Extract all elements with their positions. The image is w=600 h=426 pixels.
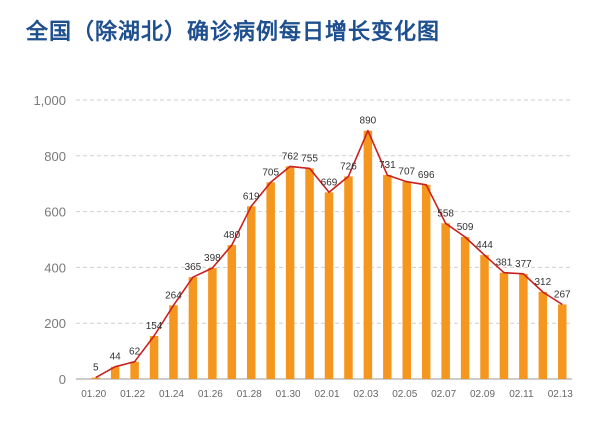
y-tick-label: 600 xyxy=(44,205,66,220)
data-label: 312 xyxy=(534,277,551,288)
gridlines xyxy=(76,99,572,380)
x-tick-label: 02.11 xyxy=(509,389,534,400)
data-label: 381 xyxy=(496,258,513,269)
bar xyxy=(149,336,159,379)
bar xyxy=(305,168,314,379)
x-tick-label: 01.28 xyxy=(237,389,262,400)
bar xyxy=(558,304,567,379)
bar xyxy=(188,277,198,379)
data-label: 264 xyxy=(165,290,182,301)
bar xyxy=(402,181,412,379)
series-line xyxy=(95,129,563,379)
chart-title: 全国（除湖北）确诊病例每日增长变化图 xyxy=(26,20,441,45)
data-label: 480 xyxy=(223,230,240,241)
data-label: 444 xyxy=(476,240,493,251)
data-label: 696 xyxy=(418,170,435,181)
bar xyxy=(169,305,178,379)
data-label: 890 xyxy=(360,116,377,127)
x-tick-label: 01.30 xyxy=(276,389,301,400)
x-tick-label: 02.01 xyxy=(314,389,339,400)
bar xyxy=(130,361,139,379)
data-label: 377 xyxy=(515,259,532,270)
data-label: 267 xyxy=(554,290,571,301)
bar xyxy=(246,206,256,379)
x-tick-label: 02.07 xyxy=(431,389,456,400)
x-tick-label: 01.22 xyxy=(120,389,145,400)
y-tick-label: 400 xyxy=(44,260,66,275)
bar xyxy=(324,192,334,379)
bars xyxy=(91,130,567,379)
bar xyxy=(344,176,353,379)
x-tick-label: 01.20 xyxy=(81,389,106,400)
bar xyxy=(460,236,470,379)
data-label: 365 xyxy=(185,262,202,273)
data-label: 755 xyxy=(301,153,318,164)
data-label: 669 xyxy=(321,177,338,188)
bar xyxy=(110,366,120,379)
bar xyxy=(227,245,237,379)
data-label: 154 xyxy=(146,321,163,332)
y-tick-label: 200 xyxy=(44,316,66,331)
bar xyxy=(363,130,373,379)
data-label: 726 xyxy=(340,161,357,172)
y-axis-ticks: 0 200 400 600 800 1,000 xyxy=(33,93,66,387)
bar xyxy=(441,223,450,379)
data-label: 762 xyxy=(282,151,299,162)
data-label: 62 xyxy=(129,347,141,358)
x-tick-label: 02.13 xyxy=(548,389,573,400)
data-label: 707 xyxy=(398,167,415,178)
data-label: 731 xyxy=(379,160,396,171)
y-tick-label: 1,000 xyxy=(33,93,66,108)
bar xyxy=(208,267,217,379)
bar xyxy=(285,166,295,379)
data-label: 509 xyxy=(457,222,474,233)
y-tick-label: 800 xyxy=(44,149,66,164)
data-label: 558 xyxy=(437,208,454,219)
data-label: 5 xyxy=(93,363,99,374)
x-tick-label: 02.03 xyxy=(353,389,378,400)
data-label: 398 xyxy=(204,253,221,264)
data-label: 619 xyxy=(243,191,260,202)
bar xyxy=(499,272,509,379)
bar xyxy=(266,182,275,379)
y-tick-label: 0 xyxy=(59,372,66,387)
x-tick-label: 02.05 xyxy=(392,389,417,400)
x-tick-label: 01.26 xyxy=(198,389,223,400)
bar xyxy=(538,291,548,379)
x-tick-label: 02.09 xyxy=(470,389,495,400)
bar xyxy=(421,184,431,379)
data-label: 44 xyxy=(110,352,122,363)
trend-line xyxy=(95,129,563,379)
bar xyxy=(91,377,100,379)
data-label: 705 xyxy=(262,167,279,178)
bar xyxy=(383,175,392,379)
bar xyxy=(519,273,528,379)
x-tick-label: 01.24 xyxy=(159,389,184,400)
x-axis-ticks: 01.20 01.22 01.24 01.26 01.28 01.30 02.01 02.03… xyxy=(81,389,573,400)
bar xyxy=(480,255,489,379)
